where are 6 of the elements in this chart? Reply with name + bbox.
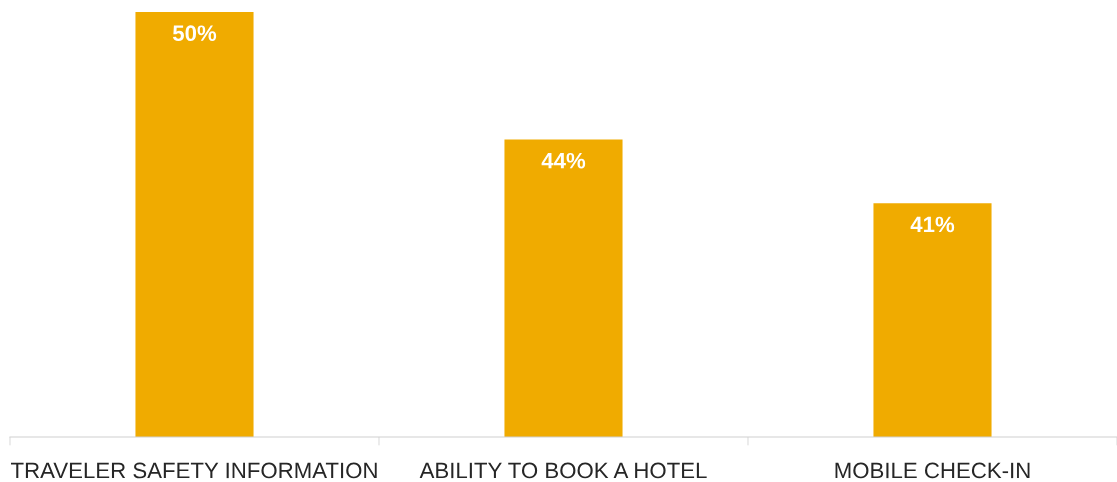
x-tick-label: MOBILE CHECK-IN bbox=[835, 462, 1030, 479]
x-tick-label: ABILITY TO BOOK A HOTEL bbox=[419, 462, 707, 479]
x-tick-label: TRAVELER SAFETY INFORMATION bbox=[11, 462, 377, 479]
data-label: 50% bbox=[172, 25, 217, 42]
data-label: 41% bbox=[910, 216, 955, 233]
data-label: 44% bbox=[541, 152, 586, 169]
